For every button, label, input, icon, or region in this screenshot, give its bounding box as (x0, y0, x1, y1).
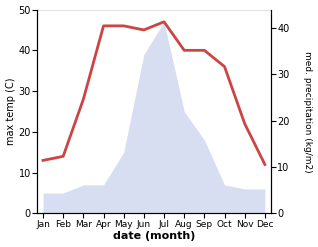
X-axis label: date (month): date (month) (113, 231, 195, 242)
Y-axis label: med. precipitation (kg/m2): med. precipitation (kg/m2) (303, 51, 313, 172)
Y-axis label: max temp (C): max temp (C) (5, 78, 16, 145)
